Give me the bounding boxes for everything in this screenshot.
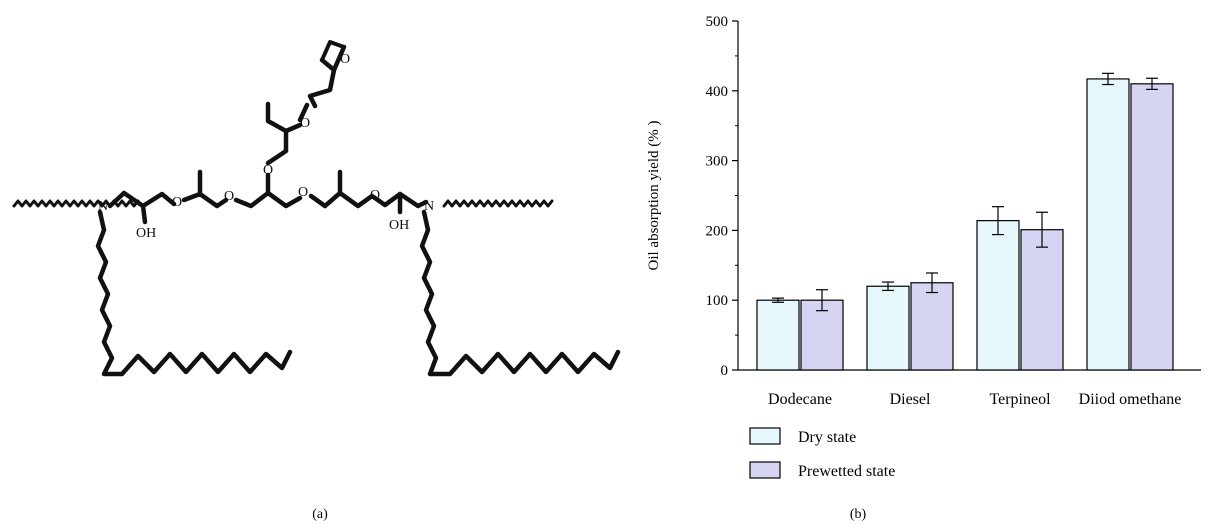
bar-prewetted-1 [910, 282, 954, 371]
oxygen-label-6: O [300, 116, 310, 131]
right-alkyl-chain [419, 209, 621, 377]
right-wavy-bond [442, 199, 554, 208]
bar-dry-1 [866, 285, 910, 371]
legend-swatch-0 [749, 427, 781, 445]
legend-label-0: Dry state [798, 429, 856, 446]
bar-dry-3 [1086, 78, 1130, 371]
hydroxyl-label-left: OH [136, 226, 156, 241]
bar-prewetted-3 [1130, 83, 1174, 371]
x-tick-label: Diiod omethane [1079, 391, 1182, 408]
tick-labels: 0 100 200 300 400 500 Dodecane Diesel Terpineol D… [706, 14, 1182, 408]
x-tick-label: Diesel [890, 391, 931, 408]
upper-branch [265, 67, 337, 196]
nitrogen-label-left: N [98, 199, 108, 214]
bar-dry-2 [976, 220, 1020, 371]
y-axis-title: Oil absorption yield (% ) [646, 121, 662, 271]
oxygen-label-5: O [263, 163, 273, 178]
legend-label-1: Prewetted state [798, 463, 895, 480]
bar-prewetted-2 [1020, 229, 1064, 371]
oxygen-label-1: O [172, 195, 182, 210]
oil-absorption-chart: 0 100 200 300 400 500 Dodecane Diesel Terpineol D… [646, 14, 1201, 522]
oxygen-label-7: O [340, 52, 350, 67]
oxygen-label-4: O [370, 188, 380, 203]
legend-swatch-1 [749, 461, 781, 479]
y-tick-label: 300 [706, 154, 729, 170]
y-tick-label: 0 [721, 363, 729, 379]
left-alkyl-chain [95, 209, 293, 377]
panel-b-label: (b) [850, 507, 867, 522]
y-tick-label: 100 [706, 293, 729, 309]
left-wavy-bond [12, 199, 144, 208]
panel-a-label: (a) [312, 507, 328, 522]
bar-dry-0 [756, 299, 800, 371]
x-tick-label: Terpineol [989, 391, 1051, 408]
x-tick-label: Dodecane [768, 391, 832, 408]
oh-bond-left [140, 203, 148, 225]
bars [756, 72, 1174, 371]
y-tick-label: 500 [706, 14, 729, 30]
bar-prewetted-0 [800, 299, 844, 371]
chemical-structure-diagram: N N OH OH O O O O O O O (a) [12, 40, 621, 522]
nitrogen-label-right: N [424, 199, 434, 214]
oxygen-label-3: O [298, 185, 308, 200]
legend: Dry state Prewetted state [749, 427, 895, 480]
epoxide-ring [319, 44, 347, 73]
y-tick-label: 200 [706, 223, 729, 239]
y-tick-label: 400 [706, 84, 729, 100]
oxygen-label-2: O [224, 189, 234, 204]
hydroxyl-label-right: OH [389, 218, 409, 233]
